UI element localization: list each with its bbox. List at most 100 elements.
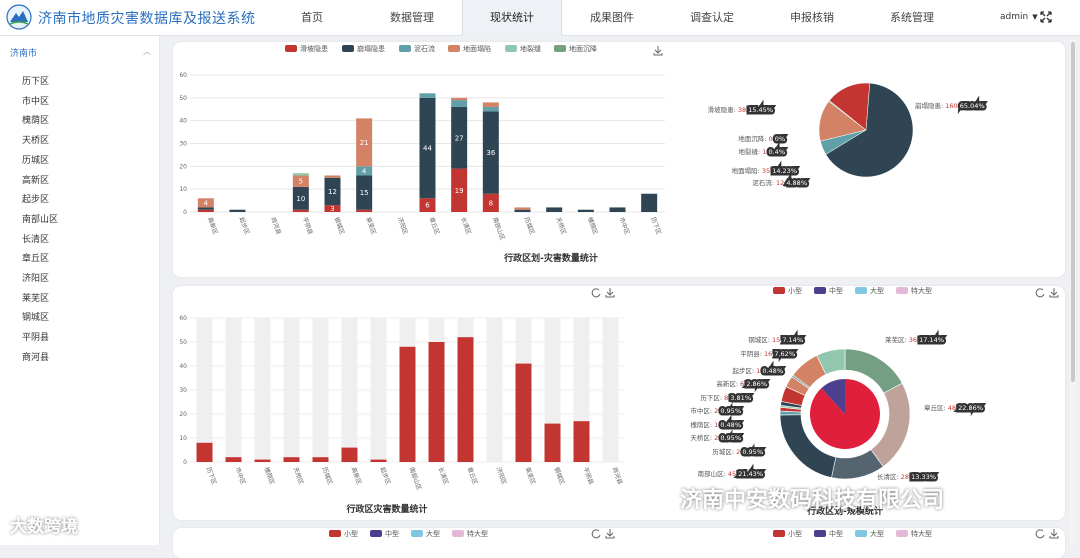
chart3-legend-label-0: 小型 [788, 286, 802, 295]
chart1-legend-label-3: 地面塌陷 [463, 44, 491, 53]
chart2-label-colon: : [941, 102, 945, 110]
scrollbar-thumb[interactable] [1071, 42, 1075, 382]
download-icon[interactable] [1049, 288, 1059, 298]
chart1-xtick-0: 高新区 [206, 216, 220, 236]
sidebar-item-13[interactable]: 平阴县 [22, 333, 50, 344]
nav-tab-2[interactable]: 现状统计 [462, 0, 562, 36]
chart4-label-name-10: 起步区 [732, 367, 752, 375]
chart2-label-value-4: 0 [768, 135, 772, 143]
chart1-bar-3-3 [292, 175, 309, 187]
chart4-label-pct-0: 17.14% [919, 336, 944, 344]
sidebar-item-0[interactable]: 历下区 [22, 77, 50, 87]
chart4-label-value-10: 1 [756, 367, 760, 375]
nav-tab-3[interactable]: 成果图件 [590, 11, 634, 24]
chart4-label-pct-9: 2.86% [746, 380, 767, 388]
refresh-icon[interactable] [591, 529, 601, 539]
chart4-label-name-2: 长清区 [877, 472, 897, 481]
chart1-xtick-7: 章丘区 [428, 216, 442, 236]
chart1-bar-7-2 [419, 93, 436, 98]
sidebar-item-8[interactable]: 长清区 [22, 234, 50, 245]
chart2-label-2: 地面塌陷: 35 14.23% [732, 166, 797, 175]
download-icon[interactable] [653, 46, 663, 56]
refresh-icon[interactable] [1035, 529, 1045, 539]
chevron-up-icon[interactable]: ︿ [143, 47, 151, 56]
chart3-bar-bg-14 [602, 318, 619, 462]
chart4-label-name-0: 莱芜区 [885, 335, 905, 344]
nav-tab-5[interactable]: 申报核销 [790, 11, 834, 24]
chart3-bar-9 [457, 337, 474, 462]
chart1-xtick-3: 平阴县 [301, 216, 315, 236]
chart1-bar-9-0 [482, 193, 499, 212]
chart3-ytick-4: 40 [179, 363, 187, 370]
chart1-data-label-2: 5 [299, 178, 303, 186]
nav-tab-4[interactable]: 调查认定 [690, 11, 734, 24]
chart3-xtick-0: 历下区 [205, 466, 218, 485]
chart3-bar-2 [254, 459, 271, 462]
chart3-xtick-1: 市中区 [234, 466, 248, 486]
sidebar-item-9[interactable]: 章丘区 [22, 254, 50, 265]
chart4-label-pct-1: 22.86% [958, 404, 983, 412]
chart1-ytick-0: 0 [183, 209, 187, 216]
panel-district-scale: 小型 中型 大型 特大型 0 10 20 30 40 50 60 历下区 市中区 槐荫区 天桥区 历城区 高新区… [173, 286, 1065, 520]
chart1-xtick-2: 商河县 [269, 216, 283, 236]
download-icon[interactable] [1049, 529, 1059, 539]
logo-icon [6, 4, 32, 30]
chart1-data-label-6: 4 [362, 167, 367, 175]
chart3-bar-1 [225, 457, 242, 462]
chart1-ytick-2: 20 [179, 163, 187, 170]
chart3-xtick-9: 章丘区 [466, 466, 480, 486]
sidebar-item-11[interactable]: 莱芜区 [22, 293, 50, 304]
sidebar-item-7[interactable]: 南部山区 [22, 214, 59, 225]
refresh-icon[interactable] [591, 288, 601, 298]
chart2-slice-0 [825, 82, 914, 178]
nav-tab-6[interactable]: 系统管理 [890, 11, 934, 24]
chart3-xtick-14: 商河县 [611, 466, 625, 486]
refresh-icon[interactable] [1035, 288, 1045, 298]
chart4-label-value-6: 1 [714, 421, 718, 429]
download-icon[interactable] [605, 529, 615, 539]
chart1-bar-10-1 [514, 209, 531, 212]
chart1-xtick-6: 济阳区 [396, 216, 410, 236]
sidebar-item-12[interactable]: 钢城区 [22, 313, 50, 324]
chart1-data-label-1: 10 [296, 195, 305, 203]
fullscreen-icon[interactable] [1040, 11, 1052, 23]
nav-tab-1[interactable]: 数据管理 [390, 11, 434, 24]
chart3-xtick-7: 南部山区 [408, 466, 424, 491]
chart1-legend-swatch-2 [399, 45, 411, 52]
chart2-label-5: 滑坡隐患: 38 15.45% [708, 105, 773, 114]
sidebar-item-6[interactable]: 起步区 [22, 195, 50, 206]
chart4-label-name-8: 历下区 [700, 394, 720, 402]
sidebar-item-5[interactable]: 高新区 [22, 175, 50, 186]
chart1-bar-3-0 [292, 209, 309, 212]
nav-tab-0[interactable]: 首页 [301, 11, 323, 24]
download-icon[interactable] [605, 288, 615, 298]
chart3-bar-bg-10 [486, 318, 503, 462]
chart1-bar-11-1 [546, 207, 563, 212]
sidebar-item-10[interactable]: 济阳区 [22, 274, 50, 284]
sidebar-item-14[interactable]: 商河县 [22, 352, 50, 363]
chart4-label-name-12: 钢城区 [748, 336, 768, 344]
chart5-legend-a-swatch-1 [370, 530, 382, 537]
panel-bottom: 小型 中型 大型 特大型 小型 中型 大型 特大型 [173, 528, 1065, 558]
panel-disaster-type: 滑坡隐患 崩塌隐患 泥石流 地面塌陷 地裂缝 地面沉降 0 10 20 30 40 50 60 高新区 起步… [173, 42, 1065, 277]
sidebar-item-4[interactable]: 历城区 [22, 155, 50, 166]
chart2-label-colon: : [758, 167, 762, 175]
sidebar-item-3[interactable]: 天桥区 [22, 136, 50, 147]
chart3-bar-11 [515, 363, 532, 462]
sidebar-item-1[interactable]: 市中区 [22, 96, 50, 107]
user-menu[interactable]: admin ▼ [1000, 0, 1038, 36]
sidebar-root[interactable]: 济南市 [10, 49, 38, 59]
chart2-label-value-0: 160 [945, 102, 957, 110]
chart4-label-name-3: 南部山区 [698, 469, 725, 478]
sidebar-item-2[interactable]: 槐荫区 [22, 116, 50, 127]
chart4-label-value-0: 36 [909, 336, 917, 344]
chart5-legend-a-label-3: 特大型 [467, 529, 488, 538]
chart1-data-label-12: 8 [489, 199, 493, 207]
chart4-label-5: 天桥区: 2 0.95% [690, 433, 741, 442]
chart3-bar-7 [399, 346, 416, 462]
chart1-xtick-13: 市中区 [618, 216, 632, 236]
chart4-outer-slice-12 [816, 348, 846, 375]
chart2-label-value-3: 1 [762, 148, 766, 156]
chart1-legend-swatch-4 [505, 45, 517, 52]
